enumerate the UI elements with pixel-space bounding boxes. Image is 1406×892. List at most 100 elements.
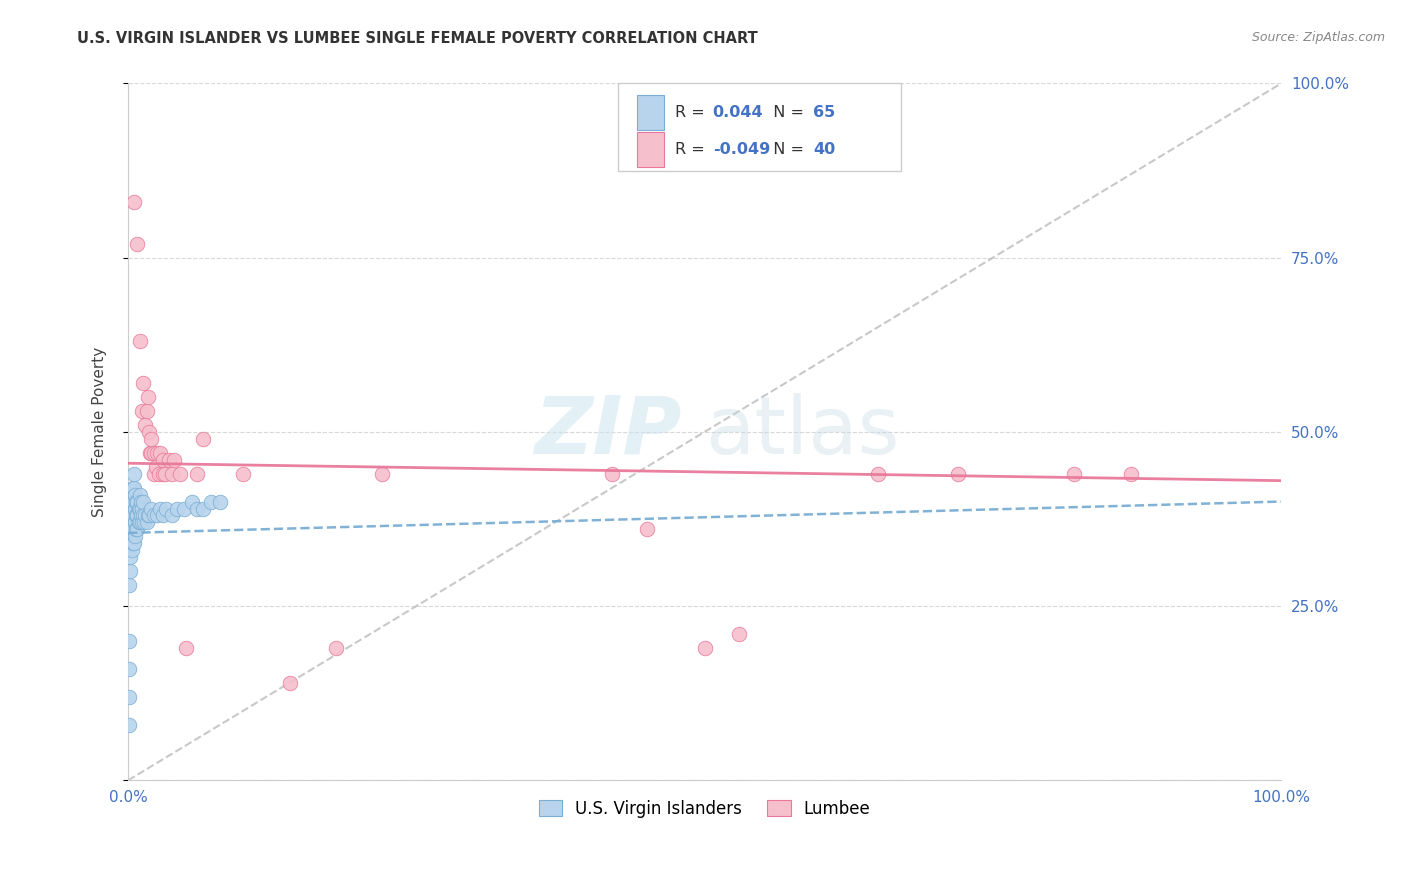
Point bbox=[186, 467, 208, 481]
Point bbox=[134, 508, 156, 523]
Point bbox=[118, 717, 141, 731]
Point bbox=[142, 467, 165, 481]
Point bbox=[948, 467, 970, 481]
Point bbox=[125, 494, 148, 508]
Point bbox=[118, 662, 141, 676]
Point bbox=[120, 508, 142, 523]
Point bbox=[866, 467, 889, 481]
Text: R =: R = bbox=[675, 142, 710, 157]
Text: ZIP: ZIP bbox=[534, 392, 682, 471]
Point bbox=[173, 501, 195, 516]
Point bbox=[121, 523, 143, 537]
Text: -0.049: -0.049 bbox=[713, 142, 770, 157]
Point bbox=[122, 536, 145, 550]
Point bbox=[141, 432, 163, 446]
Point bbox=[136, 508, 159, 523]
Point bbox=[127, 494, 149, 508]
Point bbox=[131, 501, 153, 516]
Point bbox=[129, 494, 152, 508]
Point bbox=[152, 452, 174, 467]
Text: atlas: atlas bbox=[704, 392, 898, 471]
Point bbox=[121, 481, 143, 495]
Point bbox=[138, 425, 160, 439]
Text: R =: R = bbox=[675, 105, 710, 120]
Point bbox=[124, 487, 146, 501]
FancyBboxPatch shape bbox=[637, 132, 664, 167]
Point bbox=[128, 516, 150, 530]
Point bbox=[121, 543, 143, 558]
Point bbox=[160, 508, 183, 523]
Point bbox=[141, 501, 163, 516]
Point bbox=[146, 446, 169, 460]
Point bbox=[148, 467, 170, 481]
Point bbox=[125, 508, 148, 523]
Point bbox=[124, 516, 146, 530]
Point bbox=[120, 536, 142, 550]
Point bbox=[163, 452, 186, 467]
Point bbox=[118, 690, 141, 704]
Point bbox=[121, 501, 143, 516]
Point bbox=[128, 501, 150, 516]
Point bbox=[371, 467, 394, 481]
Point bbox=[166, 501, 188, 516]
Point bbox=[160, 467, 183, 481]
Point bbox=[149, 501, 172, 516]
Text: U.S. VIRGIN ISLANDER VS LUMBEE SINGLE FEMALE POVERTY CORRELATION CHART: U.S. VIRGIN ISLANDER VS LUMBEE SINGLE FE… bbox=[77, 31, 758, 46]
Point bbox=[157, 452, 180, 467]
Point bbox=[134, 417, 156, 432]
Point bbox=[132, 508, 155, 523]
Point bbox=[122, 467, 145, 481]
Point bbox=[191, 432, 214, 446]
Point bbox=[146, 508, 169, 523]
Text: N =: N = bbox=[763, 105, 810, 120]
Point bbox=[145, 459, 167, 474]
Point bbox=[131, 404, 153, 418]
Point bbox=[132, 376, 155, 390]
Point bbox=[602, 467, 624, 481]
Y-axis label: Single Female Poverty: Single Female Poverty bbox=[93, 347, 107, 517]
Point bbox=[152, 508, 174, 523]
Text: 0.044: 0.044 bbox=[713, 105, 763, 120]
Point bbox=[120, 550, 142, 565]
Point bbox=[142, 446, 165, 460]
Point bbox=[120, 564, 142, 578]
Point bbox=[325, 640, 347, 655]
Point bbox=[124, 501, 146, 516]
Point bbox=[135, 404, 157, 418]
Point bbox=[278, 675, 301, 690]
Point bbox=[125, 523, 148, 537]
Legend: U.S. Virgin Islanders, Lumbee: U.S. Virgin Islanders, Lumbee bbox=[531, 793, 877, 824]
Point bbox=[186, 501, 208, 516]
Point bbox=[141, 446, 163, 460]
Point bbox=[118, 578, 141, 592]
Point bbox=[121, 529, 143, 543]
Point bbox=[132, 494, 155, 508]
Point bbox=[129, 508, 152, 523]
Point bbox=[136, 390, 159, 404]
Point bbox=[153, 467, 176, 481]
Point bbox=[149, 446, 172, 460]
Point bbox=[131, 516, 153, 530]
Point bbox=[200, 494, 222, 508]
Point bbox=[174, 640, 197, 655]
Point bbox=[1121, 467, 1143, 481]
Point bbox=[232, 467, 254, 481]
Point bbox=[121, 494, 143, 508]
Point bbox=[142, 508, 165, 523]
Point bbox=[127, 236, 149, 251]
Text: Source: ZipAtlas.com: Source: ZipAtlas.com bbox=[1251, 31, 1385, 45]
Point bbox=[1063, 467, 1085, 481]
Point bbox=[191, 501, 214, 516]
Text: 40: 40 bbox=[813, 142, 835, 157]
Point bbox=[118, 634, 141, 648]
Point bbox=[122, 523, 145, 537]
Point bbox=[180, 494, 202, 508]
Point bbox=[122, 508, 145, 523]
FancyBboxPatch shape bbox=[637, 95, 664, 130]
Point bbox=[636, 523, 658, 537]
Point bbox=[155, 501, 177, 516]
Point bbox=[728, 627, 751, 641]
Point bbox=[122, 481, 145, 495]
Point bbox=[138, 508, 160, 523]
Point bbox=[121, 508, 143, 523]
